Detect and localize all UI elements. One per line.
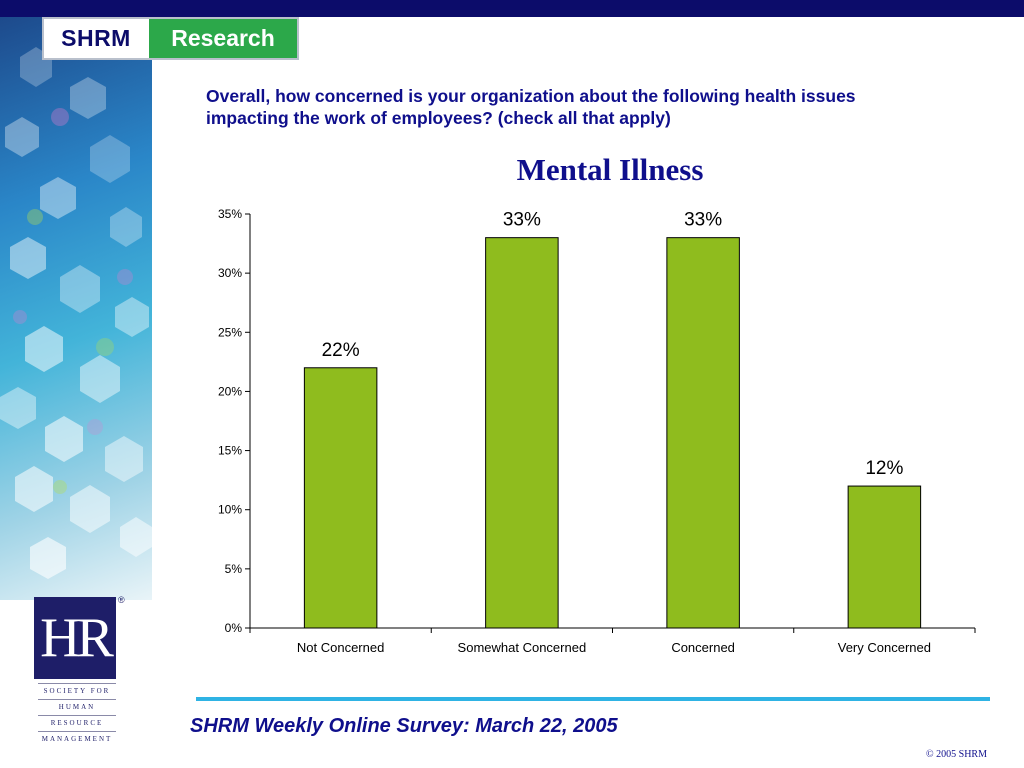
data-label: 33% xyxy=(684,210,722,231)
hr-logo-line: MANAGEMENT xyxy=(38,731,116,747)
y-tick-label: 30% xyxy=(218,266,242,280)
logo-research-text: Research xyxy=(149,19,297,58)
hr-logo-wordmark: SOCIETY FOR HUMAN RESOURCE MANAGEMENT xyxy=(38,683,116,747)
bar xyxy=(847,485,922,629)
registered-mark: ® xyxy=(118,595,125,605)
logo-shrm-text: SHRM xyxy=(61,25,131,51)
y-tick-label: 5% xyxy=(225,562,243,576)
y-tick-label: 15% xyxy=(218,444,242,458)
bokeh-pattern xyxy=(0,47,152,579)
bar xyxy=(666,237,740,629)
y-tick-label: 20% xyxy=(218,384,242,398)
survey-footer: SHRM Weekly Online Survey: March 22, 200… xyxy=(190,715,618,737)
survey-question: Overall, how concerned is your organizat… xyxy=(206,86,856,128)
x-tick-label: Concerned xyxy=(671,640,735,655)
hr-logo-line: HUMAN xyxy=(38,699,116,715)
footer-divider xyxy=(196,697,990,701)
hr-logo-mark: HR xyxy=(34,597,116,679)
bar xyxy=(303,367,378,629)
hr-logo-line: RESOURCE xyxy=(38,715,116,731)
data-label: 12% xyxy=(865,458,903,479)
y-tick-label: 25% xyxy=(218,325,242,339)
bar xyxy=(485,237,559,629)
y-tick-label: 0% xyxy=(225,621,243,635)
hr-logo-line: SOCIETY FOR xyxy=(38,683,116,699)
data-label: 22% xyxy=(322,340,360,361)
x-tick-label: Not Concerned xyxy=(297,640,384,655)
sidebar-bokeh-decoration xyxy=(0,17,152,600)
copyright-notice: © 2005 SHRM xyxy=(926,749,987,760)
data-label: 33% xyxy=(503,210,541,231)
y-tick-label: 35% xyxy=(218,207,242,221)
y-tick-label: 10% xyxy=(218,503,242,517)
x-tick-label: Somewhat Concerned xyxy=(458,640,587,655)
x-tick-label: Very Concerned xyxy=(838,640,931,655)
top-bar xyxy=(0,0,1024,17)
chart-title: Mental Illness xyxy=(516,152,704,187)
